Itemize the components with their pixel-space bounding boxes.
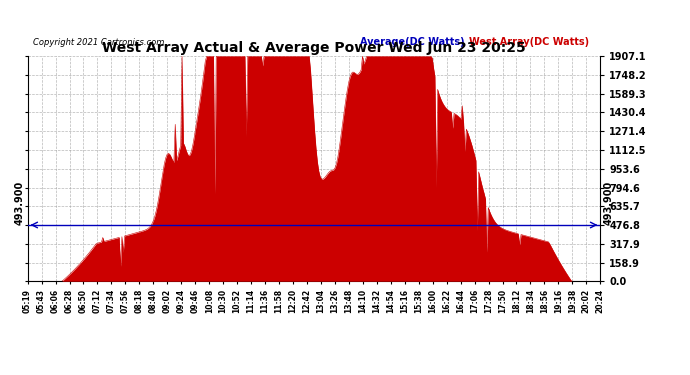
Text: 493.900: 493.900 [603, 181, 613, 225]
Text: Average(DC Watts): Average(DC Watts) [359, 37, 464, 47]
Text: 493.900: 493.900 [14, 181, 25, 225]
Title: West Array Actual & Average Power Wed Jun 23 20:25: West Array Actual & Average Power Wed Ju… [102, 41, 526, 55]
Text: West Array(DC Watts): West Array(DC Watts) [469, 37, 589, 47]
Text: Copyright 2021 Cartronics.com: Copyright 2021 Cartronics.com [33, 38, 165, 47]
